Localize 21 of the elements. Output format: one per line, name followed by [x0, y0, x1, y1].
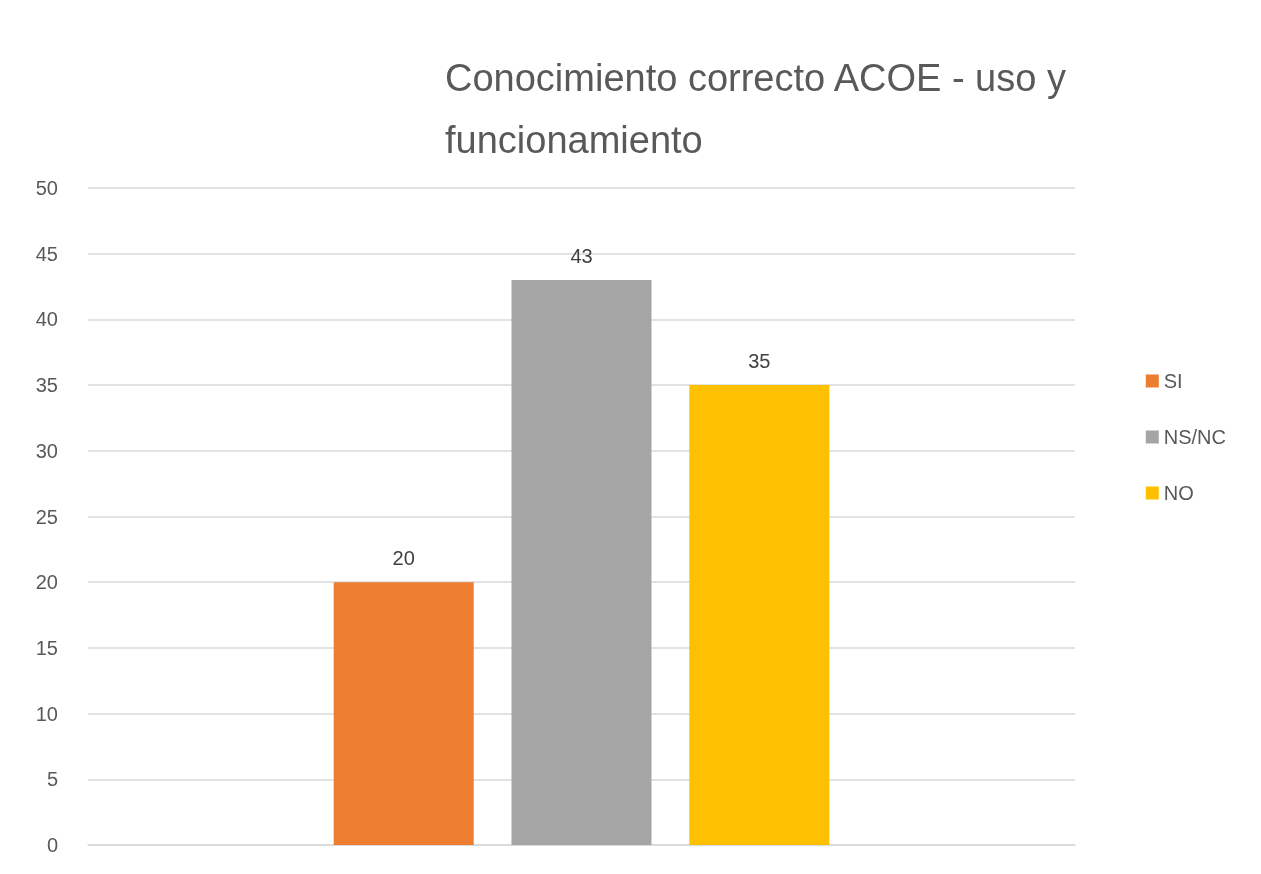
y-tick-label: 10: [35, 702, 58, 725]
legend-label: NO: [1163, 482, 1194, 504]
y-tick-label: 50: [35, 177, 58, 199]
data-label: 20: [392, 547, 415, 570]
y-tick-label: 20: [35, 571, 58, 594]
bar: [511, 279, 652, 845]
y-tick-label: 35: [35, 374, 58, 397]
bar: [333, 582, 474, 845]
y-tick-label: 15: [35, 636, 58, 659]
data-label: 35: [748, 350, 771, 373]
y-tick-label: 45: [35, 242, 58, 265]
legend-label: SI: [1163, 370, 1183, 392]
bar: [689, 385, 830, 845]
y-tick-label: 25: [35, 505, 58, 528]
data-label: 43: [570, 244, 593, 267]
y-tick-label: 40: [35, 308, 58, 331]
y-tick-label: 5: [46, 768, 58, 791]
y-tick-label: 30: [35, 439, 58, 462]
y-tick-label: 0: [46, 834, 58, 856]
legend-label: NS/NC: [1163, 426, 1227, 448]
chart-title: Conocimiento correcto ACOE - uso y funcionamiento: [445, 57, 1077, 161]
